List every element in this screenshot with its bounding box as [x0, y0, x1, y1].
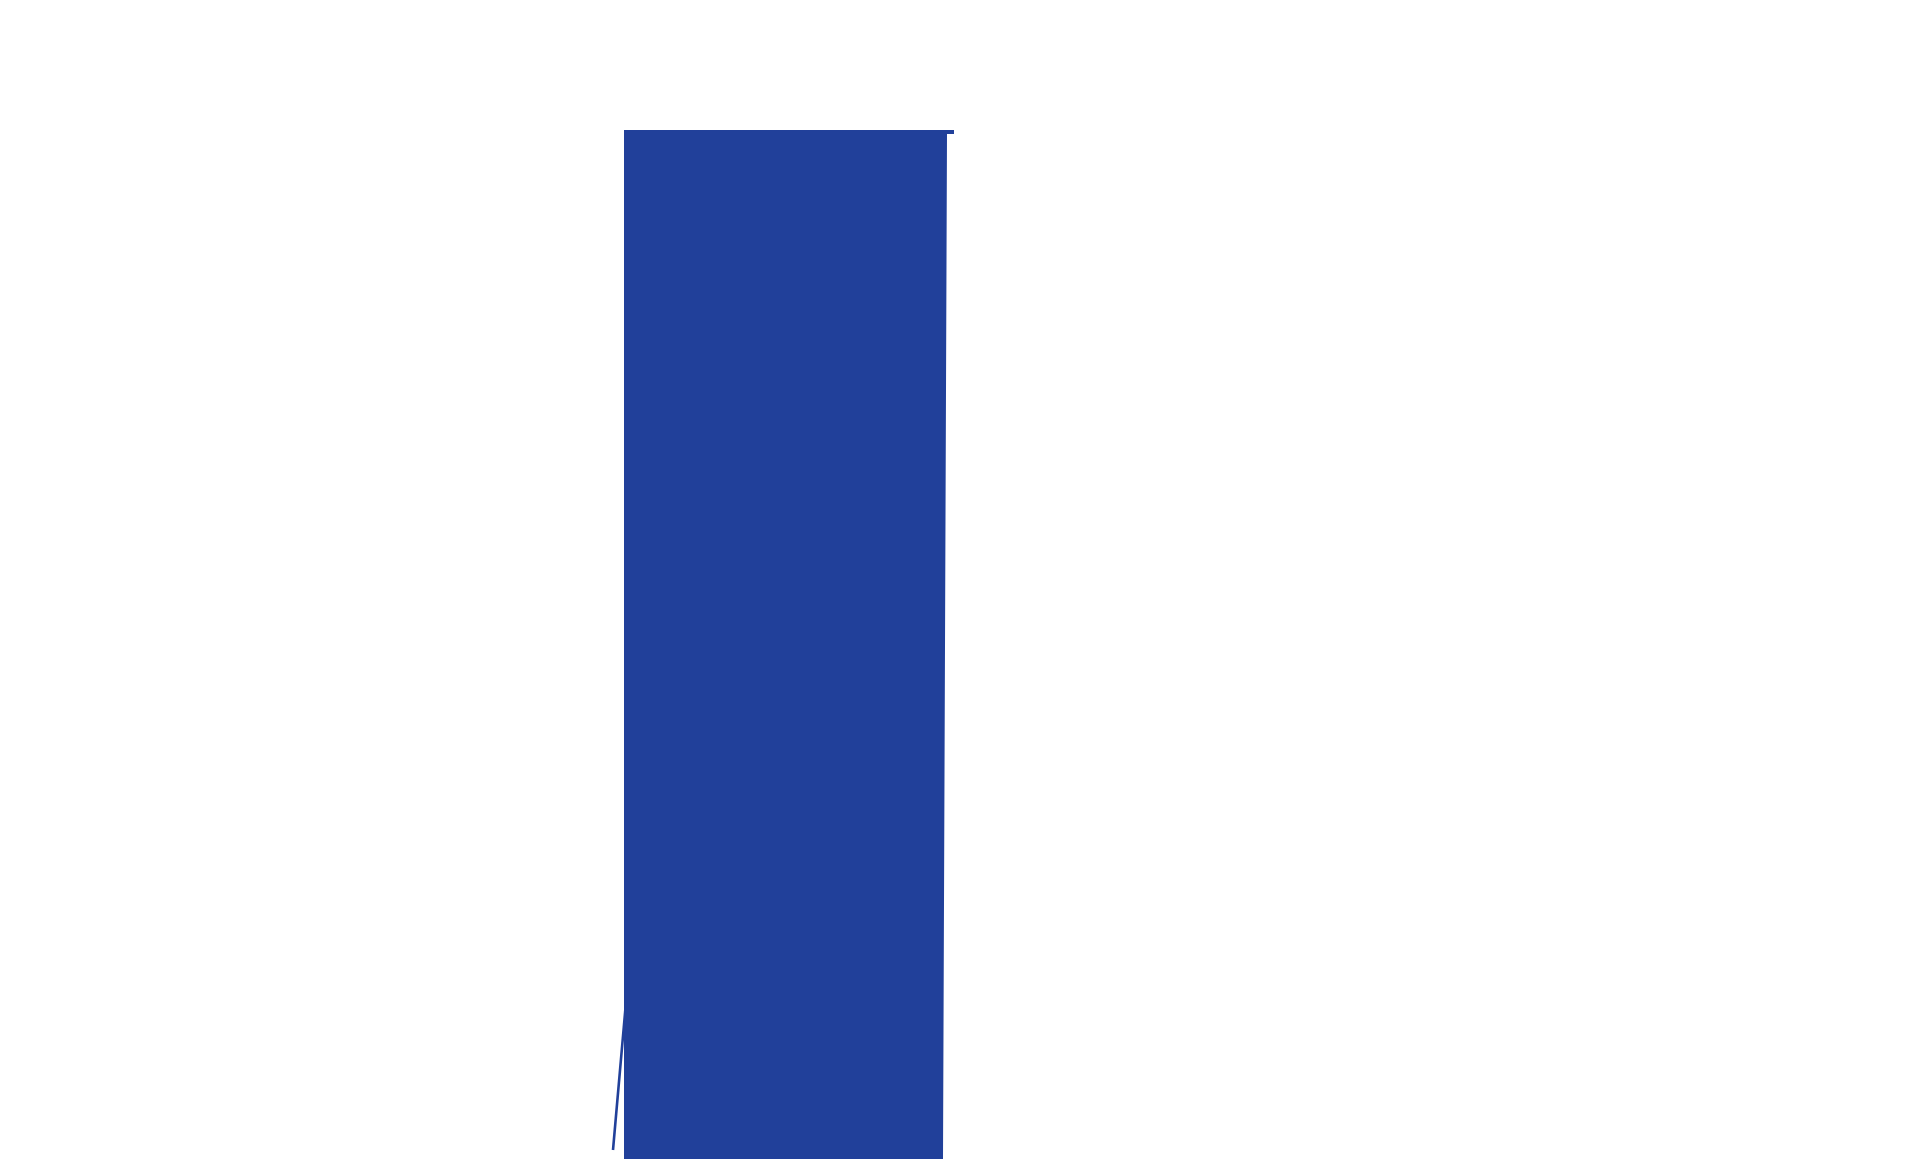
signal-first-upstroke	[611, 1001, 628, 1151]
signal-dense-block	[624, 130, 954, 1159]
